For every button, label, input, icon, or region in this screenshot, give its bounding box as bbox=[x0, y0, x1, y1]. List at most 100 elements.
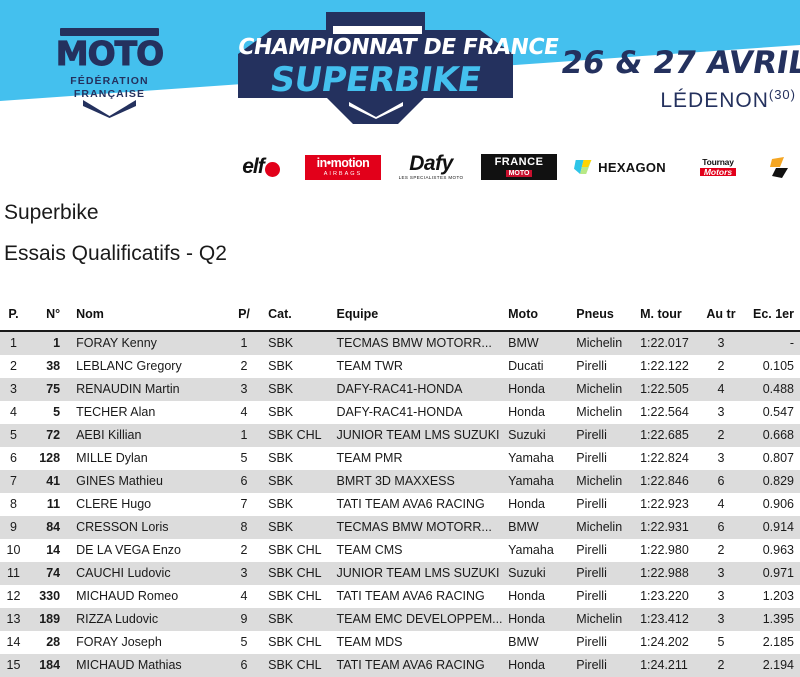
cell-position: 4 bbox=[0, 401, 27, 424]
table-row[interactable]: 6 128 MILLE Dylan 5 SBK TEAM PMR Yamaha Pirelli… bbox=[0, 447, 800, 470]
table-row[interactable]: 13 189 RIZZA Ludovic 9 SBK TEAM EMC DEVELOPPE… bbox=[0, 608, 800, 631]
cell-team: JUNIOR TEAM LMS SUZUKI bbox=[328, 562, 505, 585]
cell-best-lap: 1:22.980 bbox=[640, 539, 703, 562]
column-header-gap[interactable]: Ec. 1er bbox=[739, 300, 800, 332]
cell-rider-name: LEBLANC Gregory bbox=[66, 355, 226, 378]
sponsor-logo-partial bbox=[770, 154, 800, 180]
session-title: Essais Qualificatifs - Q2 bbox=[4, 242, 227, 265]
results-table-header: P. N° Nom P/ Cat. Equipe Moto Pneus M. t… bbox=[0, 300, 800, 332]
cell-bike: Honda bbox=[504, 493, 571, 516]
cell-gap: 0.963 bbox=[739, 539, 800, 562]
badge-chevron-icon bbox=[349, 102, 403, 119]
column-header-name[interactable]: Nom bbox=[66, 300, 226, 332]
cell-tyres: Pirelli bbox=[570, 539, 641, 562]
cell-on-lap: 3 bbox=[702, 585, 740, 608]
cell-on-lap: 3 bbox=[702, 562, 740, 585]
cell-category: SBK bbox=[262, 378, 329, 401]
sponsor-tournay-sublabel: Motors bbox=[699, 167, 737, 176]
cell-on-lap: 3 bbox=[702, 608, 740, 631]
column-header-tyres[interactable]: Pneus bbox=[570, 300, 641, 332]
sponsor-elf-dot-icon bbox=[264, 161, 280, 177]
cell-tyres: Pirelli bbox=[570, 654, 641, 677]
cell-rider-name: MILLE Dylan bbox=[66, 447, 226, 470]
cell-gap: 0.829 bbox=[739, 470, 800, 493]
cell-category: SBK CHL bbox=[262, 539, 329, 562]
cell-best-lap: 1:22.931 bbox=[640, 516, 703, 539]
table-row[interactable]: 14 28 FORAY Joseph 5 SBK CHL TEAM MDS BMW Pirel… bbox=[0, 631, 800, 654]
cell-best-lap: 1:22.685 bbox=[640, 424, 703, 447]
hexagon-mark-icon bbox=[574, 160, 592, 174]
badge-title-line1: CHAMPIONNAT DE FRANCE bbox=[236, 35, 561, 60]
column-header-on-lap[interactable]: Au tr bbox=[702, 300, 740, 332]
cell-category: SBK CHL bbox=[262, 654, 329, 677]
cell-best-lap: 1:22.824 bbox=[640, 447, 703, 470]
cell-class-position: 7 bbox=[225, 493, 263, 516]
table-row[interactable]: 15 184 MICHAUD Mathias 6 SBK CHL TATI TEAM AV… bbox=[0, 654, 800, 677]
cell-bike: BMW bbox=[504, 331, 571, 355]
column-header-category[interactable]: Cat. bbox=[262, 300, 329, 332]
table-row[interactable]: 9 84 CRESSON Loris 8 SBK TECMAS BMW MOTORR...… bbox=[0, 516, 800, 539]
cell-team: TEAM MDS bbox=[328, 631, 505, 654]
cell-class-position: 1 bbox=[225, 331, 263, 355]
event-department: (30) bbox=[768, 87, 796, 102]
cell-category: SBK CHL bbox=[262, 631, 329, 654]
table-row[interactable]: 8 11 CLERE Hugo 7 SBK TATI TEAM AVA6 RACING Ho… bbox=[0, 493, 800, 516]
cell-bike: Honda bbox=[504, 654, 571, 677]
column-header-position[interactable]: P. bbox=[0, 300, 27, 332]
cell-category: SBK bbox=[262, 331, 329, 355]
cell-tyres: Michelin bbox=[570, 470, 641, 493]
cell-bike: Yamaha bbox=[504, 470, 571, 493]
cell-gap: 0.105 bbox=[739, 355, 800, 378]
cell-position: 12 bbox=[0, 585, 27, 608]
table-row[interactable]: 10 14 DE LA VEGA Enzo 2 SBK CHL TEAM CMS Yamah… bbox=[0, 539, 800, 562]
cell-gap: 0.906 bbox=[739, 493, 800, 516]
cell-best-lap: 1:22.505 bbox=[640, 378, 703, 401]
cell-number: 14 bbox=[26, 539, 67, 562]
results-table: P. N° Nom P/ Cat. Equipe Moto Pneus M. t… bbox=[0, 300, 800, 677]
table-row[interactable]: 11 74 CAUCHI Ludovic 3 SBK CHL JUNIOR TEAM LM… bbox=[0, 562, 800, 585]
cell-rider-name: CAUCHI Ludovic bbox=[66, 562, 226, 585]
cell-tyres: Michelin bbox=[570, 516, 641, 539]
column-header-team[interactable]: Equipe bbox=[328, 300, 505, 332]
sponsor-bar: elf in•motion AIRBAGS Dafy LES SPECIALIS… bbox=[0, 144, 800, 190]
cell-bike: Suzuki bbox=[504, 562, 571, 585]
cell-number: 28 bbox=[26, 631, 67, 654]
table-row[interactable]: 3 75 RENAUDIN Martin 3 SBK DAFY-RAC41-HONDA Ho… bbox=[0, 378, 800, 401]
table-row[interactable]: 2 38 LEBLANC Gregory 2 SBK TEAM TWR Ducati Pire… bbox=[0, 355, 800, 378]
event-dates: 26 & 27 AVRIL bbox=[558, 45, 800, 81]
cell-category: SBK bbox=[262, 355, 329, 378]
cell-position: 7 bbox=[0, 470, 27, 493]
cell-on-lap: 2 bbox=[702, 539, 740, 562]
cell-category: SBK CHL bbox=[262, 562, 329, 585]
cell-bike: Ducati bbox=[504, 355, 571, 378]
cell-class-position: 6 bbox=[225, 470, 263, 493]
column-header-pcat[interactable]: P/ bbox=[225, 300, 263, 332]
column-header-bike[interactable]: Moto bbox=[504, 300, 571, 332]
cell-on-lap: 4 bbox=[702, 493, 740, 516]
cell-best-lap: 1:23.220 bbox=[640, 585, 703, 608]
cell-best-lap: 1:22.122 bbox=[640, 355, 703, 378]
cell-team: JUNIOR TEAM LMS SUZUKI bbox=[328, 424, 505, 447]
cell-team: TATI TEAM AVA6 RACING bbox=[328, 585, 505, 608]
ffm-logo-subtitle-line2: FRANÇAISE bbox=[73, 88, 146, 100]
cell-bike: Honda bbox=[504, 378, 571, 401]
ffm-logo-subtitle-line1: FÉDÉRATION bbox=[70, 75, 149, 87]
column-header-number[interactable]: N° bbox=[26, 300, 67, 332]
table-row[interactable]: 7 41 GINES Mathieu 6 SBK BMRT 3D MAXXESS Yamah… bbox=[0, 470, 800, 493]
results-table-body: 1 1 FORAY Kenny 1 SBK TECMAS BMW MOTORR... BMW… bbox=[0, 331, 800, 677]
cell-tyres: Michelin bbox=[570, 401, 641, 424]
table-row[interactable]: 1 1 FORAY Kenny 1 SBK TECMAS BMW MOTORR... BMW… bbox=[0, 331, 800, 355]
table-row[interactable]: 4 5 TECHER Alan 4 SBK DAFY-RAC41-HONDA Honda Mi… bbox=[0, 401, 800, 424]
cell-class-position: 1 bbox=[225, 424, 263, 447]
table-row[interactable]: 5 72 AEBI Killian 1 SBK CHL JUNIOR TEAM LMS S… bbox=[0, 424, 800, 447]
cell-best-lap: 1:24.211 bbox=[640, 654, 703, 677]
cell-position: 11 bbox=[0, 562, 27, 585]
column-header-best-lap[interactable]: M. tour bbox=[640, 300, 703, 332]
badge-top-bar bbox=[333, 26, 422, 34]
cell-rider-name: AEBI Killian bbox=[66, 424, 226, 447]
cell-gap: 2.185 bbox=[739, 631, 800, 654]
cell-team: BMRT 3D MAXXESS bbox=[328, 470, 505, 493]
table-row[interactable]: 12 330 MICHAUD Romeo 4 SBK CHL TATI TEAM AVA6… bbox=[0, 585, 800, 608]
cell-rider-name: FORAY Kenny bbox=[66, 331, 226, 355]
cell-best-lap: 1:24.202 bbox=[640, 631, 703, 654]
